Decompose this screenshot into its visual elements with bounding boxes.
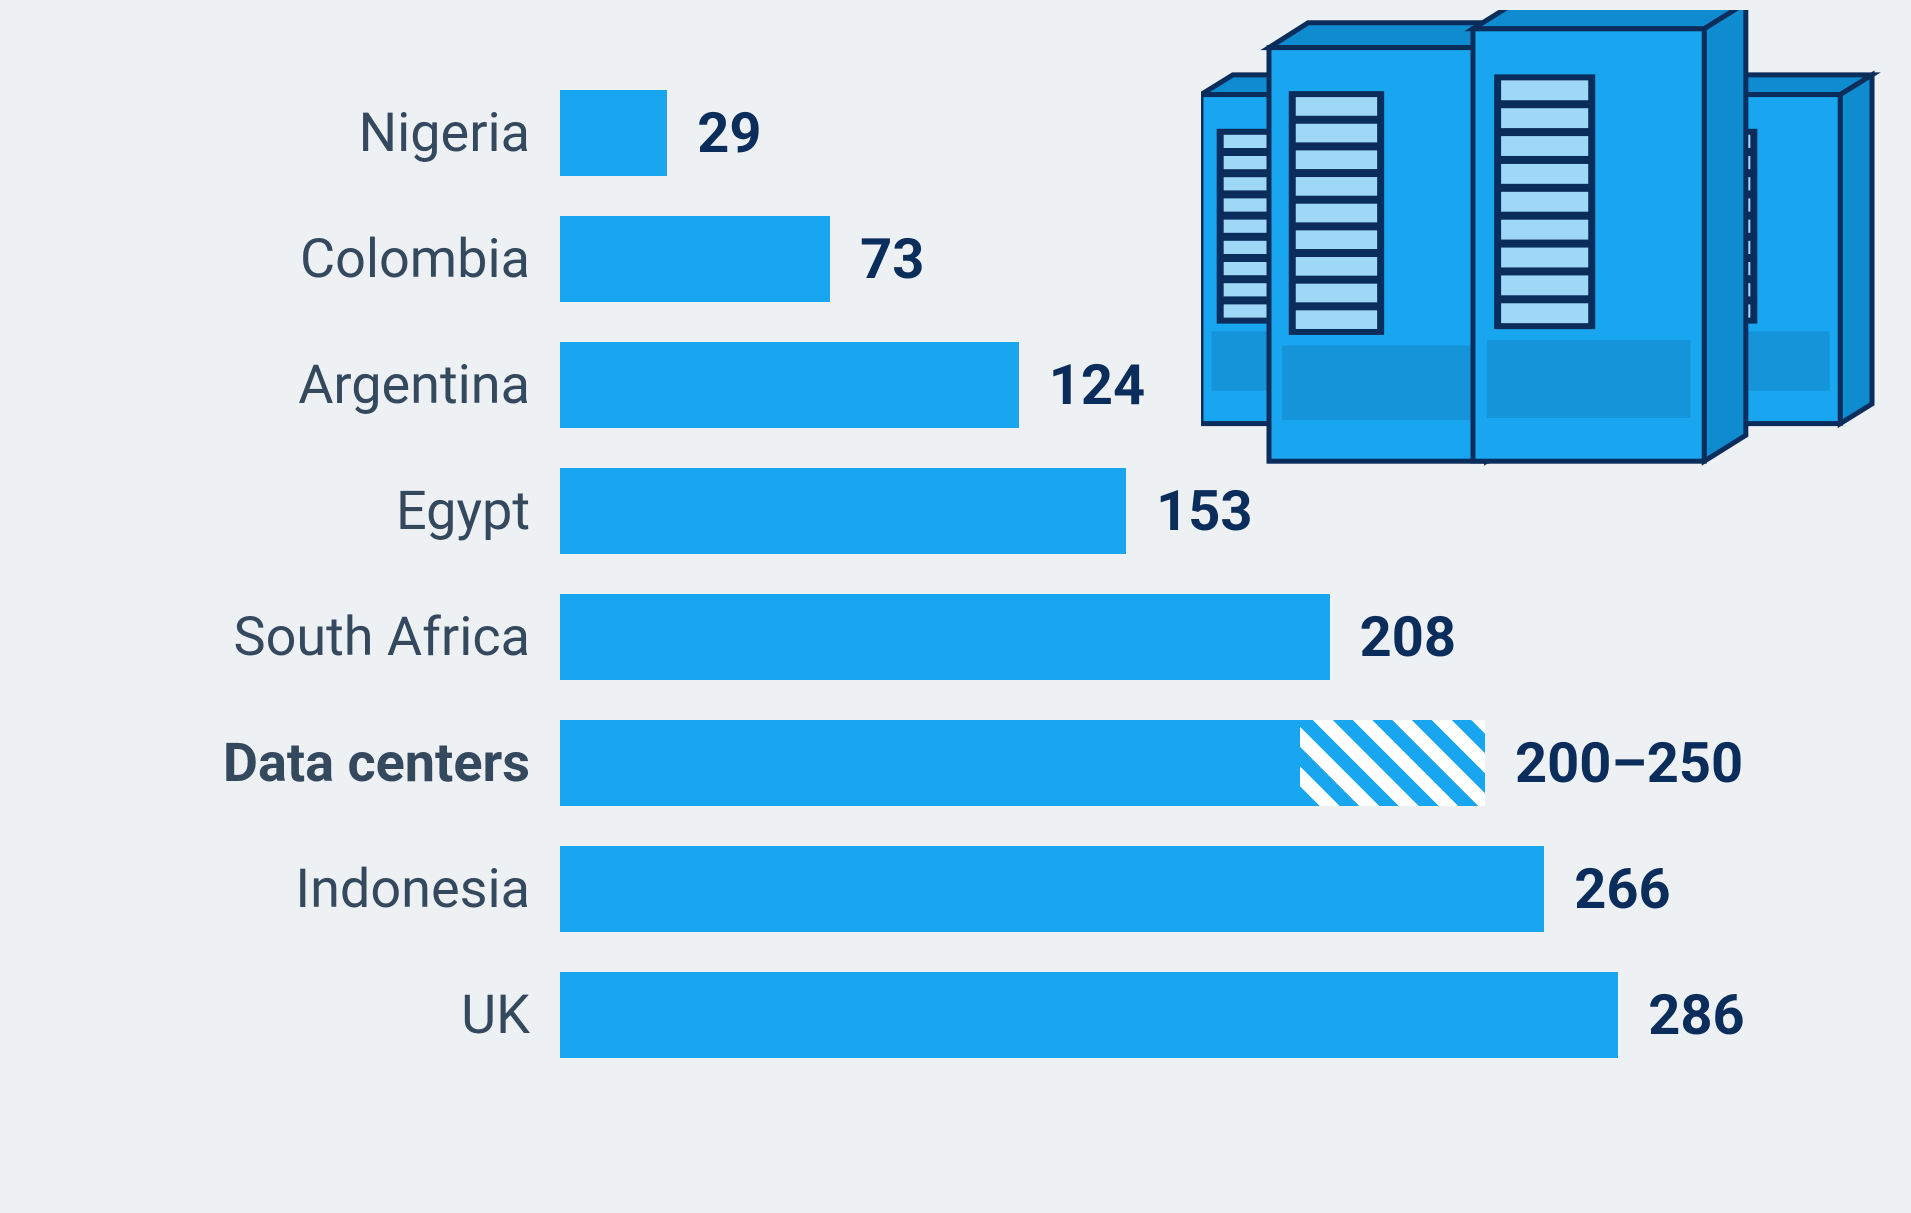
bar-segment-solid	[560, 972, 1618, 1058]
bar-segment-solid	[560, 846, 1544, 932]
bar-label: Egypt	[60, 480, 530, 543]
bar-label: Nigeria	[60, 102, 530, 165]
bar-row: Data centers 200–250	[60, 720, 1851, 806]
bar-track: 200–250	[560, 720, 1743, 806]
bar-track: 153	[560, 468, 1252, 554]
bar-segment-solid	[560, 216, 830, 302]
bar-segment-hatched	[1300, 720, 1485, 806]
bar-label: Colombia	[60, 228, 530, 291]
bar-track: 124	[560, 342, 1145, 428]
bar-value: 266	[1574, 856, 1670, 922]
bar-value: 208	[1360, 604, 1456, 670]
bar-label: Indonesia	[60, 858, 530, 921]
bar-segment-solid	[560, 594, 1330, 680]
bar-value: 73	[860, 226, 924, 292]
bar-segment-solid	[560, 468, 1126, 554]
bar-value: 286	[1648, 982, 1744, 1048]
bar-track: 73	[560, 216, 924, 302]
server-racks-icon	[1201, 10, 1881, 480]
bar-label: Data centers	[60, 732, 530, 795]
bar-track: 286	[560, 972, 1745, 1058]
bar-track: 208	[560, 594, 1456, 680]
bar-label: Argentina	[60, 354, 530, 417]
bar-track: 266	[560, 846, 1671, 932]
bar-value: 153	[1156, 478, 1252, 544]
bar-value: 200–250	[1515, 730, 1743, 796]
bar-row: South Africa 208	[60, 594, 1851, 680]
bar-value: 124	[1049, 352, 1145, 418]
bar-label: UK	[60, 984, 530, 1047]
bar-segment-solid	[560, 90, 667, 176]
bar-label: South Africa	[60, 606, 530, 669]
bar-chart: Nigeria 29 Colombia 73 Argentina 124 Egypt 153 S…	[0, 0, 1911, 1213]
bar-row: Egypt 153	[60, 468, 1851, 554]
bar-row: UK 286	[60, 972, 1851, 1058]
bar-segment-solid	[560, 720, 1300, 806]
bar-segment-solid	[560, 342, 1019, 428]
bar-value: 29	[697, 100, 761, 166]
bar-row: Indonesia 266	[60, 846, 1851, 932]
bar-track: 29	[560, 90, 762, 176]
